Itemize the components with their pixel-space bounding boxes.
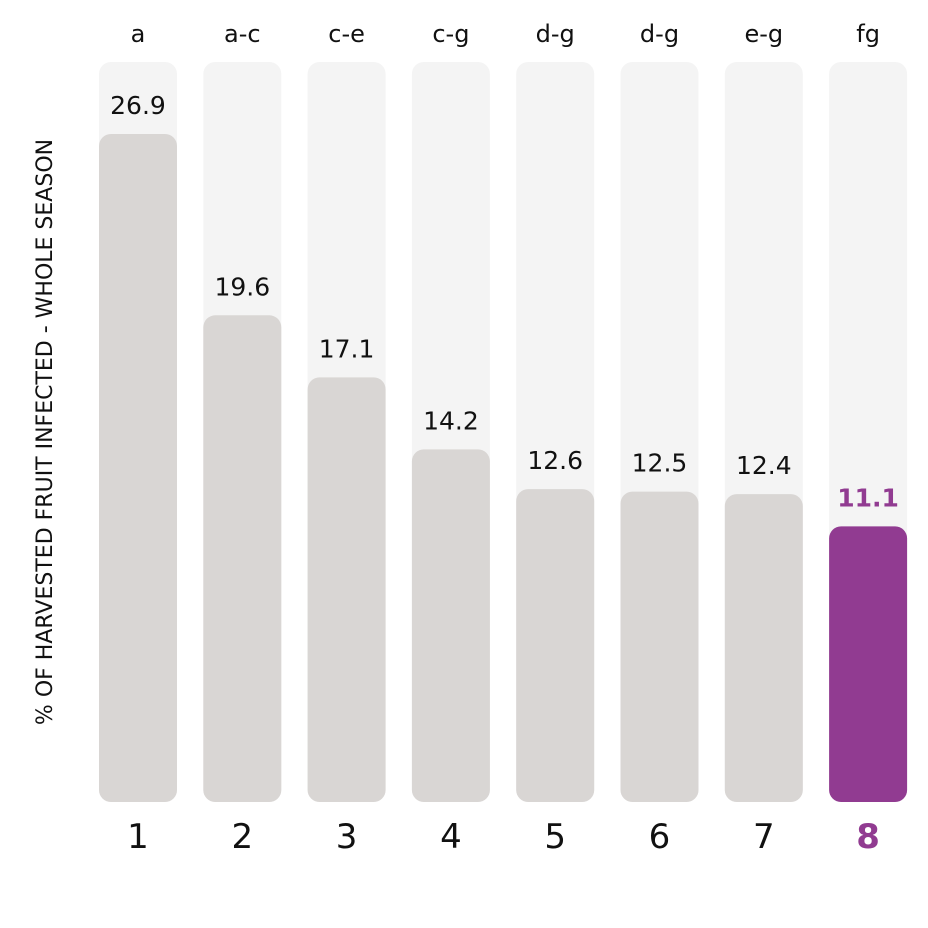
bar bbox=[307, 377, 386, 802]
group-letter-label: d-g bbox=[640, 20, 679, 48]
value-label: 12.6 bbox=[527, 446, 583, 475]
category-label: 2 bbox=[231, 817, 253, 857]
value-label: 26.9 bbox=[110, 91, 166, 120]
bar bbox=[620, 491, 699, 802]
bar bbox=[829, 526, 908, 802]
group-letter-label: d-g bbox=[536, 20, 575, 48]
bar bbox=[411, 449, 490, 802]
group-letter-label: e-g bbox=[744, 20, 783, 48]
value-label: 12.4 bbox=[736, 451, 792, 480]
group-letter-label: c-e bbox=[328, 20, 365, 48]
category-label: 3 bbox=[336, 817, 358, 857]
value-label: 14.2 bbox=[423, 406, 479, 435]
category-label: 1 bbox=[127, 817, 149, 857]
value-label: 17.1 bbox=[319, 334, 375, 363]
category-label: 5 bbox=[544, 817, 566, 857]
category-label: 7 bbox=[753, 817, 775, 857]
category-label: 6 bbox=[649, 817, 671, 857]
bar bbox=[99, 134, 177, 802]
group-letter-label: a bbox=[131, 20, 146, 48]
bar bbox=[724, 494, 803, 802]
bar bbox=[516, 489, 595, 802]
category-label: 4 bbox=[440, 817, 462, 857]
bar bbox=[203, 315, 282, 802]
group-letter-label: c-g bbox=[432, 20, 469, 48]
value-label: 19.6 bbox=[214, 272, 270, 301]
y-axis-label: % OF HARVESTED FRUIT INFECTED - WHOLE SE… bbox=[33, 139, 58, 725]
value-label: 11.1 bbox=[837, 483, 899, 512]
bars bbox=[99, 134, 908, 802]
group-letter-label: fg bbox=[856, 20, 880, 48]
category-label: 8 bbox=[856, 817, 880, 857]
value-label: 12.5 bbox=[632, 449, 688, 478]
labels: 26.9 a 1 19.6 a-c 2 17.1 c-e 3 14.2 c-g 4 12.6 d-g 5 12… bbox=[110, 20, 899, 857]
group-letter-label: a-c bbox=[224, 20, 261, 48]
